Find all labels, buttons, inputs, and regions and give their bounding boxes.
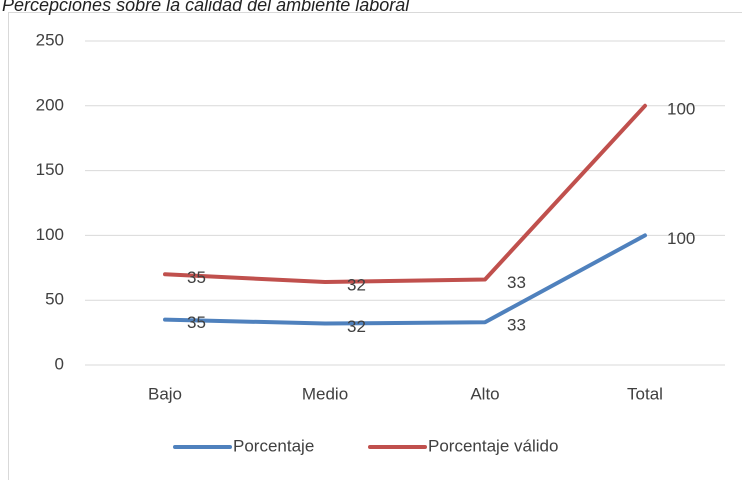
x-tick-label: Total (627, 384, 663, 403)
x-tick-label: Medio (302, 384, 348, 403)
y-tick-label: 200 (36, 95, 64, 114)
data-label: 35 (187, 268, 206, 287)
series-line (163, 103, 647, 285)
y-tick-label: 150 (36, 160, 64, 179)
data-label: 33 (507, 316, 526, 335)
data-label: 33 (507, 273, 526, 292)
x-tick-label: Bajo (148, 384, 182, 403)
data-label: 35 (187, 313, 206, 332)
legend-label: Porcentaje válido (428, 436, 558, 455)
data-label: 32 (347, 276, 366, 295)
y-tick-label: 250 (36, 30, 64, 49)
x-tick-label: Alto (470, 384, 499, 403)
y-tick-label: 100 (36, 225, 64, 244)
y-tick-label: 50 (45, 290, 64, 309)
chart-border (8, 12, 742, 480)
legend-label: Porcentaje (233, 436, 314, 455)
data-label: 100 (667, 99, 695, 118)
data-label: 100 (667, 229, 695, 248)
chart-title: Percepciones sobre la calidad del ambien… (2, 0, 410, 15)
y-tick-label: 0 (55, 354, 64, 373)
data-label: 32 (347, 317, 366, 336)
series-line (163, 233, 647, 326)
